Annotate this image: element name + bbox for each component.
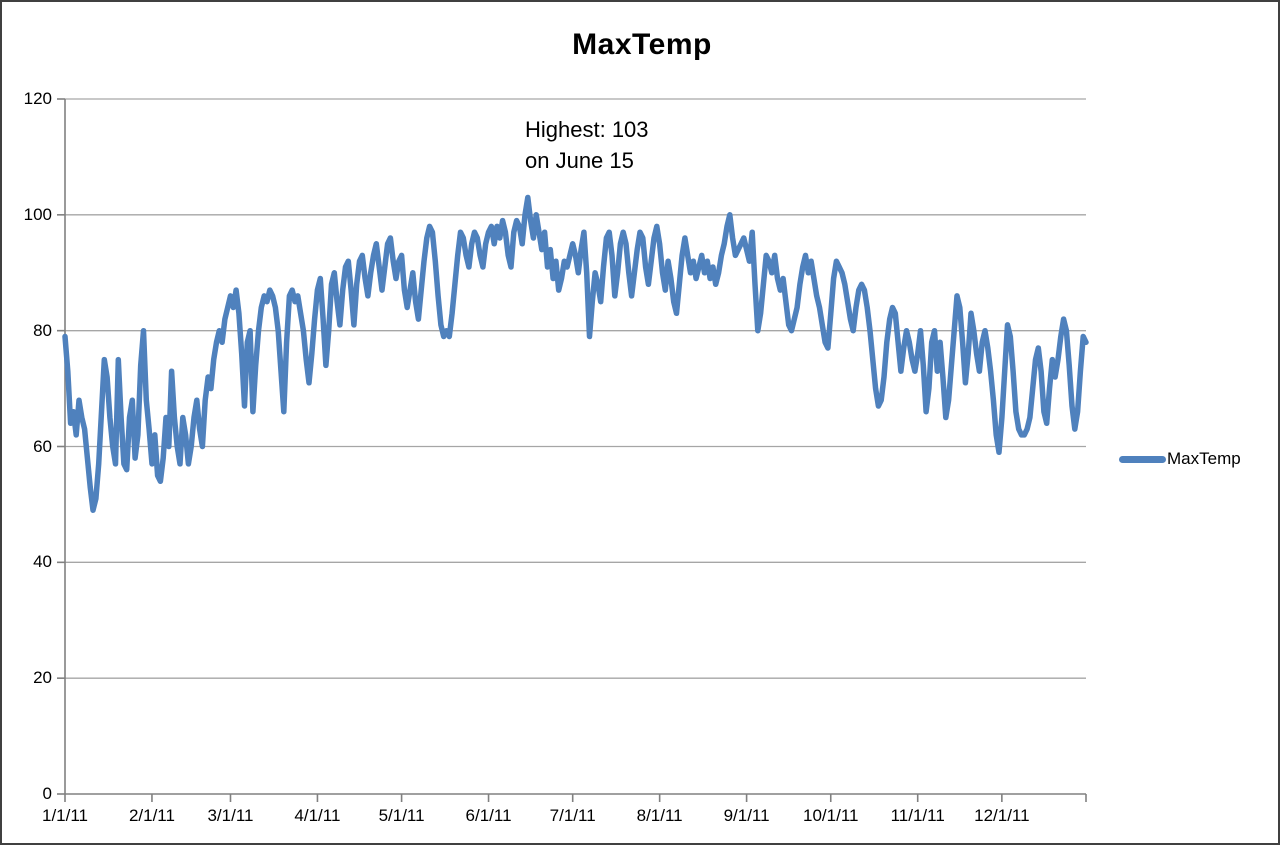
x-axis-label-5/1/11: 5/1/11 <box>378 806 425 825</box>
x-axis-label-11/1/11: 11/1/11 <box>890 806 945 825</box>
axis-ticks <box>57 98 1087 802</box>
y-axis-label-0: 0 <box>42 784 52 803</box>
y-axis-label-120: 120 <box>23 89 52 108</box>
chart-title: MaxTemp <box>572 28 712 61</box>
x-axis-label-9/1/11: 9/1/11 <box>723 806 770 825</box>
y-axis-label-20: 20 <box>33 668 52 688</box>
x-axis-label-4/1/11: 4/1/11 <box>294 806 341 825</box>
peak-annotation: Highest: 103 on June 15 <box>525 114 649 176</box>
x-axis-label-6/1/11: 6/1/11 <box>465 806 512 825</box>
x-axis-label-1/1/11: 1/1/11 <box>41 806 88 825</box>
peak-annotation-line-2: on June 15 <box>525 148 634 173</box>
x-axis-label-10/1/11: 10/1/11 <box>803 806 859 825</box>
x-axis-label-3/1/11: 3/1/11 <box>207 806 254 825</box>
x-axis-label-7/1/11: 7/1/11 <box>549 806 596 825</box>
y-axis-label-80: 80 <box>33 320 52 340</box>
legend-line-swatch-icon <box>1119 455 1166 463</box>
legend-label: MaxTemp <box>1167 449 1241 468</box>
y-axis-label-60: 60 <box>33 436 52 456</box>
gridlines <box>65 98 1086 679</box>
legend: MaxTemp <box>1119 448 1241 470</box>
y-axis-label-40: 40 <box>33 552 52 572</box>
x-axis-label-8/1/11: 8/1/11 <box>636 806 683 825</box>
y-axis-label-100: 100 <box>23 204 52 224</box>
peak-annotation-line-1: Highest: 103 <box>525 117 649 142</box>
x-axis-label-2/1/11: 2/1/11 <box>128 806 175 825</box>
x-axis-label-12/1/11: 12/1/11 <box>974 806 1030 825</box>
maxtemp-line-series <box>62 194 1089 513</box>
